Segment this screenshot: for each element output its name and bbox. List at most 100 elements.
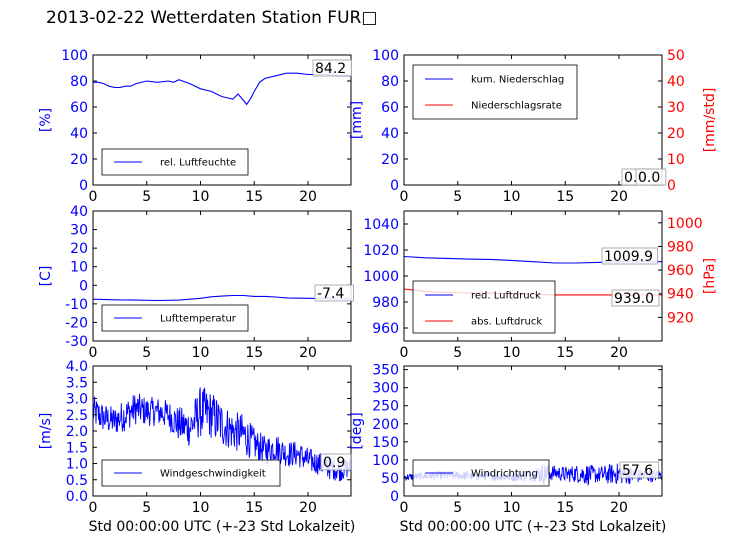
legend: Windrichtung	[412, 459, 550, 487]
y-tick-label: 2.0	[66, 424, 88, 440]
y-tick-label: 0.0	[66, 489, 88, 505]
y-tick-label: 40	[381, 126, 399, 142]
legend-label: kum. Niederschlag	[471, 75, 564, 86]
y2-tick-label: 920	[667, 310, 694, 326]
y-tick-label: 1.0	[66, 457, 88, 473]
x-tick-label: 5	[142, 189, 151, 205]
x-axis-label: Std 00:00:00 UTC (+-23 Std Lokalzeit)	[400, 519, 667, 535]
y2-tick-label: 980	[667, 239, 694, 255]
value-annotation-box	[320, 453, 352, 471]
x-tick-label: 0	[89, 189, 98, 205]
y2-tick-label: 940	[667, 287, 694, 303]
value-annotation: 939.0	[614, 291, 654, 307]
y-axis-label: [C]	[38, 266, 54, 287]
x-tick-label: 0	[89, 345, 98, 361]
y-tick-label: 30	[70, 223, 88, 239]
y-tick-label: 1000	[363, 269, 399, 285]
x-tick-label: 10	[503, 345, 521, 361]
y-tick-label: 0.5	[66, 473, 88, 489]
legend: kum. Niederschlag Niederschlagsrate	[412, 64, 578, 120]
y2-tick-label: 20	[667, 126, 685, 142]
x-tick-label: 20	[299, 189, 317, 205]
legend-label: Lufttemperatur	[160, 314, 237, 325]
x-tick-label: 5	[142, 500, 151, 516]
x-tick-label: 10	[503, 500, 521, 516]
y-tick-label: 100	[372, 48, 399, 64]
value-annotation: 0.9	[323, 455, 345, 471]
y-tick-label: -20	[65, 315, 88, 331]
x-tick-label: 10	[192, 345, 210, 361]
x-tick-label: 5	[453, 345, 462, 361]
figure-title: 2013-02-22 Wetterdaten Station FUR□	[46, 8, 378, 28]
x-tick-label: 20	[299, 345, 317, 361]
y-tick-label: 20	[70, 241, 88, 257]
value-annotation-box	[314, 284, 354, 302]
y2-tick-label: 960	[667, 263, 694, 279]
y-tick-label: 3.5	[66, 375, 88, 391]
legend-label: Windgeschwindigkeit	[160, 469, 266, 480]
y-tick-label: 0	[79, 278, 88, 294]
y-tick-label: 3.0	[66, 392, 88, 408]
y-axis-label: [m/s]	[38, 413, 54, 450]
y-tick-label: 0	[79, 178, 88, 194]
y-tick-label: 250	[372, 399, 399, 415]
y2-axis-label: [hPa]	[702, 258, 718, 294]
value-annotation: 57.6	[622, 463, 653, 479]
series-line-5-1	[92, 387, 352, 482]
y2-tick-label: 40	[667, 74, 685, 90]
y-tick-label: 4.0	[66, 359, 88, 375]
value-annotation-box	[619, 461, 659, 479]
x-tick-label: 5	[453, 500, 462, 516]
x-tick-label: 20	[610, 189, 628, 205]
y2-tick-label: 0	[667, 178, 676, 194]
y-tick-label: 1040	[363, 217, 399, 233]
x-tick-label: 15	[556, 189, 574, 205]
y-axis-label: [%]	[38, 108, 54, 132]
legend-label: Niederschlagsrate	[471, 101, 562, 112]
y-tick-label: 100	[61, 48, 88, 64]
value-annotation: 1009.9	[604, 249, 653, 265]
chart-panel-3: 0 5 10 15 20 -30 -20 -10 0 10 20 30 40 [C] -7.4 Lufttem…	[38, 204, 354, 361]
y-tick-label: 0	[390, 489, 399, 505]
y-tick-label: 80	[70, 74, 88, 90]
value-annotation-box	[312, 59, 352, 77]
chart-panel-2: 0 5 10 15 20 0 20 40 60 80 100 0 10 20 30 40 50 [mm] [mm/s…	[349, 48, 718, 205]
y-tick-label: 150	[372, 435, 399, 451]
y-axis-label: [mm]	[349, 101, 365, 139]
value-annotation: 84.2	[315, 61, 346, 77]
y-tick-label: 300	[372, 381, 399, 397]
y-tick-label: 1.5	[66, 440, 88, 456]
legend-label: Windrichtung	[471, 469, 538, 480]
x-tick-label: 20	[610, 500, 628, 516]
x-tick-label: 15	[556, 500, 574, 516]
plot-frame	[403, 54, 663, 186]
y-tick-label: 100	[372, 453, 399, 469]
legend-label: abs. Luftdruck	[471, 317, 542, 328]
x-tick-label: 10	[503, 189, 521, 205]
x-tick-label: 20	[299, 500, 317, 516]
plot-frame	[92, 54, 352, 186]
y-tick-label: 80	[381, 74, 399, 90]
x-tick-label: 0	[400, 345, 409, 361]
x-tick-label: 0	[89, 500, 98, 516]
chart-panel-5: 0 5 10 15 20 0.00.51.01.52.02.53.03.54.0 [m/s]…	[38, 359, 355, 535]
y-tick-label: 10	[70, 260, 88, 276]
y-tick-label: 40	[70, 126, 88, 142]
y-tick-label: 350	[372, 363, 399, 379]
x-tick-label: 0	[400, 500, 409, 516]
chart-panel-4: 0 5 10 15 20 960 980 1000 1020 1040 920 940 960 980 10…	[363, 210, 718, 361]
legend-box	[412, 64, 578, 120]
y-tick-label: 2.5	[66, 408, 88, 424]
y-tick-label: 20	[70, 152, 88, 168]
value-annotation: -7.4	[317, 286, 344, 302]
y-tick-label: 0	[390, 178, 399, 194]
y2-tick-label: 10	[667, 152, 685, 168]
y-tick-label: 960	[372, 321, 399, 337]
plot-frame	[403, 365, 663, 497]
x-tick-label: 15	[556, 345, 574, 361]
legend: Lufttemperatur	[101, 304, 249, 332]
legend-box	[412, 280, 556, 334]
x-tick-label: 15	[245, 345, 263, 361]
legend: Windgeschwindigkeit	[101, 459, 281, 487]
